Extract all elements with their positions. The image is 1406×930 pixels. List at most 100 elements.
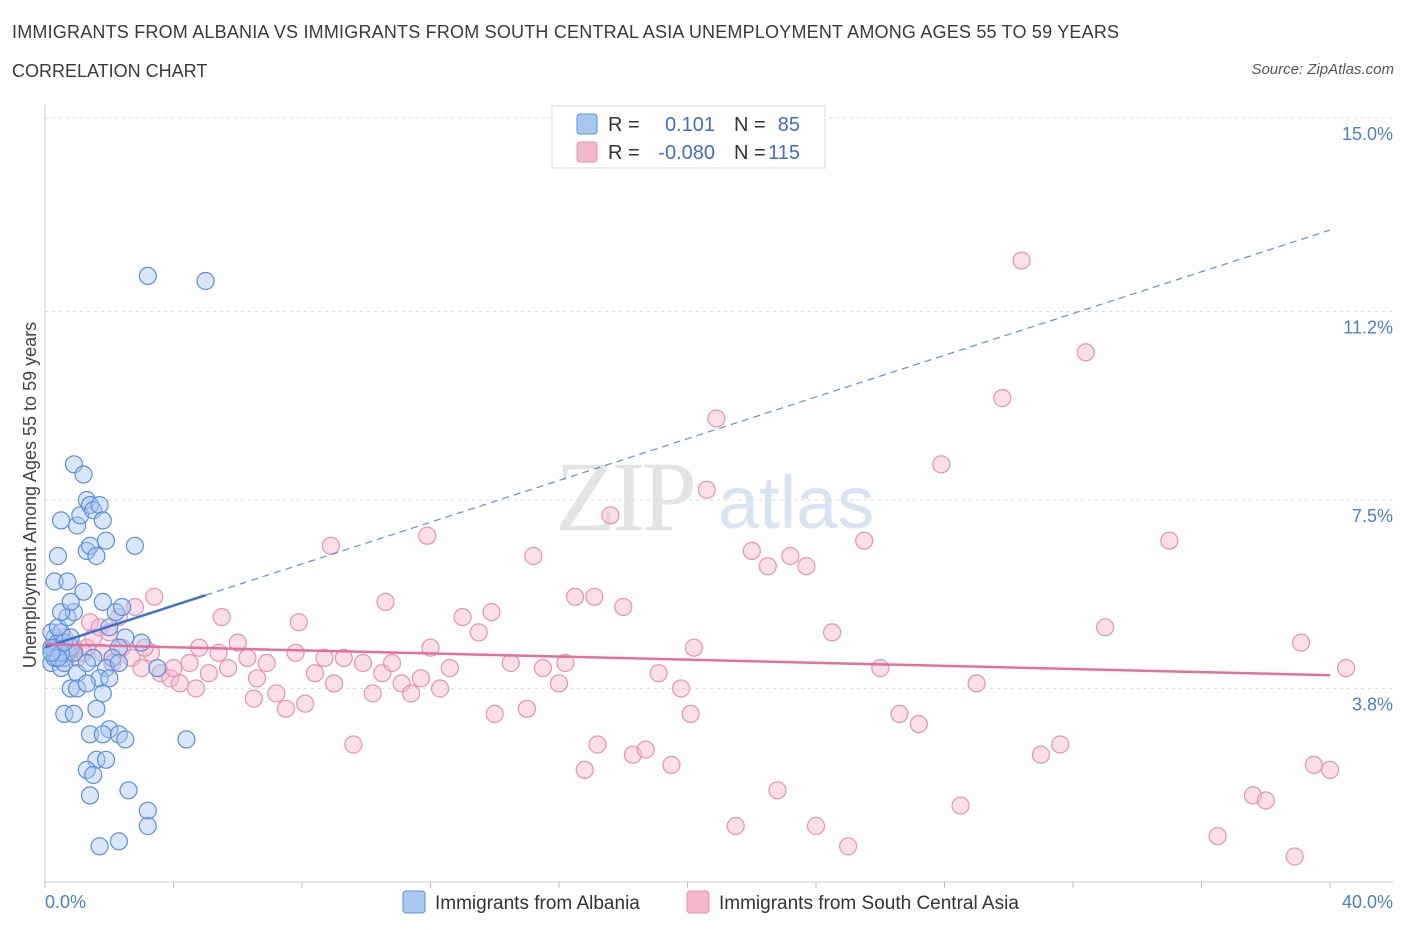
sca-point — [421, 638, 440, 657]
albania-point — [132, 633, 151, 652]
sca-point — [132, 658, 151, 678]
y-tick-label-2: 11.2% — [1343, 318, 1393, 338]
sca-point — [482, 602, 501, 622]
sca-point — [684, 638, 704, 657]
sca-point — [871, 658, 890, 678]
legend-r-value-albania: 0.101 — [665, 114, 715, 136]
legend-n-value-albania: 85 — [778, 114, 800, 136]
albania-point — [96, 750, 116, 769]
sca-point — [1285, 847, 1304, 866]
y-axis-label: Unemployment Among Ages 55 to 59 years — [20, 322, 40, 668]
trend-lines — [44, 229, 1331, 677]
sca-point — [276, 699, 295, 718]
albania-point — [58, 572, 77, 591]
sca-point — [161, 669, 180, 688]
sca-point — [257, 653, 276, 673]
gridlines — [45, 117, 1393, 689]
bottom-legend-swatch-sca — [686, 890, 710, 914]
albania-point — [100, 669, 119, 688]
sca-point — [125, 597, 144, 617]
sca-point — [565, 587, 585, 606]
albania-point — [80, 496, 100, 515]
sca-point — [296, 694, 315, 713]
albania-point — [93, 592, 112, 612]
sca-point — [325, 674, 344, 693]
albania-point — [64, 602, 84, 622]
sca-point — [697, 480, 716, 499]
albania-point — [90, 496, 109, 515]
axes — [44, 105, 1393, 888]
legend-n-label-albania: N = — [734, 114, 766, 136]
sca-point — [376, 592, 395, 612]
sca-point — [219, 658, 238, 678]
sca-point — [575, 760, 594, 780]
sca-point — [649, 664, 668, 683]
albania-point — [64, 704, 84, 724]
sca-point — [533, 658, 553, 678]
sca-point — [244, 689, 263, 708]
sca-point — [588, 735, 607, 754]
sca-point — [286, 643, 305, 662]
sca-point — [742, 541, 761, 561]
sca-point — [797, 557, 816, 576]
albania-point — [93, 511, 112, 530]
sca-point — [228, 633, 247, 652]
legend-swatch-albania — [576, 113, 598, 135]
sca-point — [321, 536, 340, 555]
albania-point — [112, 597, 132, 617]
sca-point — [1076, 343, 1095, 362]
x-tick-label-min: 0.0% — [45, 892, 86, 912]
sca-point — [967, 674, 986, 693]
sca-point — [247, 669, 267, 688]
legend: R = 0.101 N = 85 R = -0.080 N = 115 — [551, 105, 826, 169]
sca-point — [145, 587, 164, 606]
albania-point — [80, 725, 100, 744]
albania-point — [45, 572, 64, 591]
albania-point — [51, 511, 71, 530]
sca-point — [485, 704, 504, 724]
sca-point — [1256, 791, 1275, 810]
albania-point — [93, 725, 112, 744]
albania-point — [84, 765, 103, 785]
sca-point — [334, 648, 353, 668]
sca-point — [838, 837, 858, 856]
sca-point — [164, 658, 183, 678]
watermark-zip: ZIP — [555, 441, 693, 552]
sca-point — [80, 613, 100, 632]
albania-point — [148, 658, 167, 678]
x-tick-label-max: 40.0% — [1342, 892, 1393, 912]
legend-r-label-albania: R = — [608, 114, 640, 136]
albania-point — [87, 699, 106, 718]
albania-point — [61, 592, 80, 612]
sca-point — [440, 658, 459, 678]
sca-point — [170, 674, 189, 693]
y-tick-label-3: 15.0% — [1342, 124, 1393, 144]
legend-r-label-sca: R = — [608, 142, 640, 164]
albania-point — [90, 837, 109, 856]
y-tick-label-1: 7.5% — [1352, 506, 1393, 526]
bottom-legend-label-sca: Immigrants from South Central Asia — [719, 893, 1019, 914]
sca-point — [951, 796, 970, 815]
albania-point — [87, 546, 106, 566]
sca-point — [1304, 755, 1324, 775]
albania-point — [138, 266, 157, 285]
sca-point — [855, 531, 874, 550]
sca-point — [212, 607, 231, 627]
sca-point — [267, 684, 286, 703]
albania-point — [177, 730, 196, 749]
bottom-legend-swatch-albania — [402, 890, 426, 914]
legend-r-value-sca: -0.080 — [658, 142, 715, 164]
albania-point — [74, 582, 93, 601]
sca-point — [614, 597, 633, 617]
sca-point — [453, 607, 472, 627]
sca-point — [671, 679, 691, 698]
sca-point — [585, 587, 604, 606]
sca-point — [890, 704, 909, 724]
y-tick-label-0: 3.8% — [1352, 694, 1393, 714]
albania-point — [74, 465, 93, 484]
sca-point — [1208, 827, 1227, 846]
albania-point — [116, 730, 135, 749]
sca-point — [353, 653, 373, 673]
sca-point — [781, 546, 800, 566]
sca-point — [707, 409, 726, 428]
